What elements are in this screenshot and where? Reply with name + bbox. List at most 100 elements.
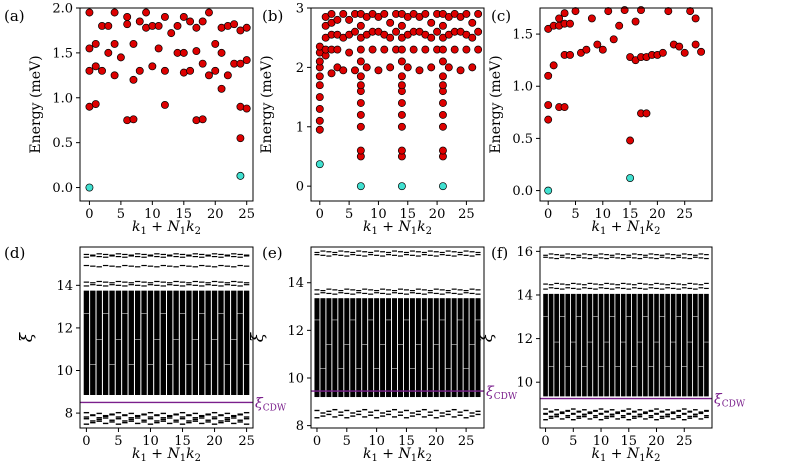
dense-band bbox=[451, 298, 457, 398]
dense-band bbox=[128, 290, 134, 395]
dense-band bbox=[154, 290, 160, 395]
excited-state-point bbox=[129, 39, 138, 48]
dense-band bbox=[469, 298, 475, 398]
excited-state-point bbox=[217, 48, 226, 57]
excited-state-point bbox=[160, 66, 169, 75]
cdw-label: ξCDW bbox=[486, 384, 518, 402]
excited-state-point bbox=[593, 40, 602, 49]
excited-state-point bbox=[242, 23, 251, 32]
excited-state-point bbox=[205, 71, 213, 80]
dense-band bbox=[637, 293, 643, 397]
excited-state-point bbox=[604, 7, 613, 16]
dense-band bbox=[457, 298, 463, 398]
excited-state-point bbox=[333, 45, 342, 54]
y-tick-label: 0.5 bbox=[512, 132, 533, 147]
excited-state-point bbox=[566, 50, 574, 59]
excited-state-point bbox=[198, 17, 207, 26]
excited-state-point bbox=[327, 69, 336, 78]
excited-state-point bbox=[356, 99, 365, 107]
excited-state-point bbox=[438, 110, 447, 119]
dense-band bbox=[659, 293, 665, 397]
y-tick-label: 14 bbox=[287, 276, 304, 291]
excited-state-point bbox=[560, 103, 569, 112]
excited-state-point bbox=[397, 45, 406, 54]
x-tick-label: 15 bbox=[622, 207, 639, 222]
y-tick-label: 3 bbox=[296, 2, 304, 17]
excited-state-point bbox=[664, 7, 673, 16]
dense-band bbox=[350, 298, 356, 398]
dense-band bbox=[397, 298, 403, 398]
excited-state-point bbox=[315, 57, 324, 66]
x-tick-label: 15 bbox=[621, 434, 638, 449]
excited-state-point bbox=[427, 33, 436, 42]
panel-d: (d) 0 5 10 15 20 25 8 10 12 14 k1 + N1k2 ξ ξCDW bbox=[4, 244, 287, 464]
excited-state-point bbox=[691, 14, 700, 23]
excited-state-point bbox=[555, 14, 564, 23]
y-tick-label: 16 bbox=[516, 245, 533, 260]
excited-state-point bbox=[211, 66, 220, 75]
excited-state-point bbox=[474, 9, 483, 18]
x-tick-label: 25 bbox=[676, 207, 693, 222]
x-tick-label: 15 bbox=[174, 434, 191, 449]
data-points bbox=[85, 8, 251, 192]
excited-state-point bbox=[368, 45, 377, 54]
ground-state-point bbox=[315, 160, 324, 169]
excited-state-point bbox=[339, 9, 348, 18]
excited-state-point bbox=[236, 134, 245, 143]
excited-state-point bbox=[571, 7, 580, 16]
excited-state-point bbox=[438, 81, 447, 90]
y-tick-label: 8 bbox=[65, 407, 73, 422]
plot-frame bbox=[79, 246, 254, 429]
dense-band bbox=[648, 293, 654, 397]
dense-band bbox=[211, 290, 218, 395]
excited-state-point bbox=[315, 125, 324, 134]
panel-label: (f) bbox=[491, 244, 508, 262]
y-axis-label: Energy (meV) bbox=[28, 55, 44, 153]
x-tick-label: 0 bbox=[313, 434, 321, 449]
x-tick-label: 15 bbox=[398, 434, 415, 449]
dense-band bbox=[102, 290, 109, 395]
cdw-label: ξCDW bbox=[714, 392, 746, 410]
dense-band bbox=[147, 290, 154, 395]
excited-state-point bbox=[615, 21, 624, 30]
excited-state-point bbox=[315, 93, 324, 102]
dense-band bbox=[320, 298, 326, 398]
x-tick-label: 10 bbox=[142, 434, 159, 449]
x-tick-label: 15 bbox=[399, 207, 416, 222]
excited-state-point bbox=[345, 48, 354, 57]
dense-band bbox=[332, 298, 338, 398]
x-tick-label: 0 bbox=[85, 207, 93, 222]
excited-state-point bbox=[327, 9, 336, 18]
excited-state-point bbox=[415, 66, 424, 75]
excited-state-point bbox=[186, 66, 195, 75]
excited-state-point bbox=[192, 47, 201, 56]
excited-state-point bbox=[658, 48, 667, 57]
x-tick-label: 0 bbox=[544, 207, 552, 222]
dense-band bbox=[173, 290, 179, 395]
x-axis-label: k1 + N1k2 bbox=[363, 219, 432, 237]
excited-state-point bbox=[160, 100, 169, 109]
panel-label: (e) bbox=[262, 244, 283, 262]
excited-state-point bbox=[345, 15, 354, 24]
y-tick-label: 12 bbox=[56, 321, 73, 336]
excited-state-point bbox=[198, 115, 207, 124]
excited-state-point bbox=[582, 45, 591, 54]
excited-state-point bbox=[609, 35, 618, 44]
y-axis-label: ξ bbox=[248, 331, 268, 342]
dense-band bbox=[593, 293, 598, 397]
dense-band bbox=[676, 293, 682, 397]
x-axis-label: k1 + N1k2 bbox=[592, 446, 661, 464]
dense-band bbox=[576, 293, 582, 397]
dense-band bbox=[543, 293, 548, 397]
dense-band bbox=[433, 298, 439, 398]
excited-state-point bbox=[167, 29, 176, 38]
dense-band bbox=[643, 293, 648, 397]
excited-state-point bbox=[148, 62, 157, 71]
excited-state-point bbox=[315, 81, 324, 90]
excited-state-point bbox=[160, 13, 169, 21]
dense-band bbox=[587, 293, 593, 397]
excited-state-point bbox=[223, 71, 232, 80]
excited-state-point bbox=[631, 17, 640, 26]
dense-band bbox=[192, 290, 199, 395]
